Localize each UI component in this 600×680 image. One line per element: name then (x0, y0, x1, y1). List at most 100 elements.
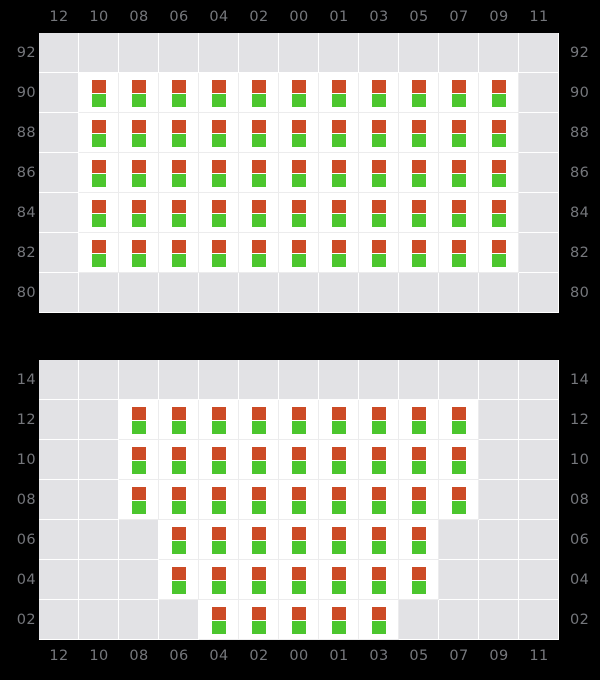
grid-cell-empty[interactable] (239, 273, 279, 313)
grid-cell-marked[interactable] (359, 440, 399, 480)
grid-cell-empty[interactable] (239, 33, 279, 73)
grid-cell-empty[interactable] (439, 360, 479, 400)
grid-cell-marked[interactable] (359, 600, 399, 640)
grid-cell-marked[interactable] (359, 73, 399, 113)
grid-cell-empty[interactable] (399, 33, 439, 73)
grid-cell-marked[interactable] (239, 400, 279, 440)
grid-cell-marked[interactable] (199, 440, 239, 480)
grid-cell-empty[interactable] (519, 273, 559, 313)
grid-cell-empty[interactable] (439, 600, 479, 640)
grid-cell-empty[interactable] (519, 400, 559, 440)
grid-cell-empty[interactable] (359, 33, 399, 73)
grid-cell-marked[interactable] (159, 113, 199, 153)
grid-cell-empty[interactable] (79, 560, 119, 600)
grid-cell-marked[interactable] (399, 233, 439, 273)
grid-cell-marked[interactable] (239, 480, 279, 520)
grid-cell-marked[interactable] (359, 193, 399, 233)
grid-cell-marked[interactable] (79, 73, 119, 113)
grid-cell-empty[interactable] (279, 33, 319, 73)
grid-cell-empty[interactable] (439, 33, 479, 73)
grid-cell-empty[interactable] (279, 360, 319, 400)
grid-cell-marked[interactable] (319, 113, 359, 153)
grid-cell-marked[interactable] (359, 233, 399, 273)
grid-cell-empty[interactable] (199, 273, 239, 313)
grid-cell-empty[interactable] (399, 600, 439, 640)
grid-cell-marked[interactable] (399, 113, 439, 153)
grid-cell-empty[interactable] (359, 273, 399, 313)
grid-cell-marked[interactable] (239, 233, 279, 273)
grid-cell-empty[interactable] (479, 560, 519, 600)
grid-cell-marked[interactable] (399, 73, 439, 113)
grid-cell-empty[interactable] (119, 360, 159, 400)
grid-cell-empty[interactable] (239, 360, 279, 400)
grid-cell-marked[interactable] (319, 400, 359, 440)
grid-cell-empty[interactable] (39, 560, 79, 600)
grid-cell-empty[interactable] (319, 360, 359, 400)
grid-cell-empty[interactable] (79, 480, 119, 520)
grid-cell-marked[interactable] (439, 73, 479, 113)
grid-cell-empty[interactable] (439, 520, 479, 560)
grid-cell-marked[interactable] (319, 153, 359, 193)
grid-cell-empty[interactable] (519, 520, 559, 560)
grid-cell-marked[interactable] (439, 480, 479, 520)
grid-cell-empty[interactable] (199, 33, 239, 73)
grid-cell-empty[interactable] (79, 33, 119, 73)
grid-cell-empty[interactable] (39, 153, 79, 193)
grid-cell-empty[interactable] (519, 360, 559, 400)
grid-cell-marked[interactable] (199, 153, 239, 193)
grid-cell-marked[interactable] (159, 153, 199, 193)
grid-cell-empty[interactable] (159, 33, 199, 73)
grid-cell-marked[interactable] (439, 233, 479, 273)
grid-cell-marked[interactable] (279, 400, 319, 440)
grid-cell-empty[interactable] (479, 273, 519, 313)
grid-cell-marked[interactable] (199, 233, 239, 273)
grid-cell-empty[interactable] (319, 33, 359, 73)
grid-cell-empty[interactable] (519, 480, 559, 520)
grid-cell-marked[interactable] (199, 113, 239, 153)
grid-cell-empty[interactable] (39, 480, 79, 520)
grid-cell-empty[interactable] (79, 440, 119, 480)
grid-cell-empty[interactable] (399, 360, 439, 400)
grid-cell-marked[interactable] (479, 233, 519, 273)
grid-cell-empty[interactable] (39, 440, 79, 480)
grid-cell-marked[interactable] (479, 153, 519, 193)
grid-cell-marked[interactable] (399, 480, 439, 520)
grid-cell-empty[interactable] (39, 360, 79, 400)
grid-cell-empty[interactable] (159, 273, 199, 313)
grid-cell-marked[interactable] (239, 73, 279, 113)
grid-cell-empty[interactable] (39, 273, 79, 313)
grid-cell-empty[interactable] (479, 520, 519, 560)
grid-cell-marked[interactable] (439, 193, 479, 233)
grid-cell-marked[interactable] (399, 440, 439, 480)
grid-cell-marked[interactable] (159, 400, 199, 440)
grid-cell-marked[interactable] (239, 520, 279, 560)
grid-cell-empty[interactable] (159, 360, 199, 400)
grid-cell-empty[interactable] (479, 600, 519, 640)
grid-cell-marked[interactable] (319, 440, 359, 480)
grid-cell-marked[interactable] (199, 560, 239, 600)
grid-cell-empty[interactable] (519, 560, 559, 600)
grid-cell-empty[interactable] (119, 273, 159, 313)
grid-cell-marked[interactable] (79, 113, 119, 153)
grid-cell-marked[interactable] (79, 193, 119, 233)
grid-cell-marked[interactable] (119, 193, 159, 233)
grid-cell-marked[interactable] (79, 233, 119, 273)
grid-cell-marked[interactable] (199, 480, 239, 520)
grid-cell-marked[interactable] (279, 480, 319, 520)
grid-cell-empty[interactable] (119, 520, 159, 560)
grid-cell-empty[interactable] (39, 600, 79, 640)
grid-cell-empty[interactable] (439, 560, 479, 600)
grid-cell-marked[interactable] (279, 560, 319, 600)
grid-cell-marked[interactable] (279, 73, 319, 113)
grid-cell-marked[interactable] (359, 520, 399, 560)
grid-cell-empty[interactable] (519, 73, 559, 113)
grid-cell-empty[interactable] (479, 440, 519, 480)
grid-cell-empty[interactable] (519, 193, 559, 233)
grid-cell-marked[interactable] (479, 193, 519, 233)
grid-cell-marked[interactable] (239, 600, 279, 640)
grid-cell-marked[interactable] (319, 73, 359, 113)
grid-cell-marked[interactable] (239, 113, 279, 153)
grid-cell-marked[interactable] (399, 520, 439, 560)
grid-cell-marked[interactable] (319, 193, 359, 233)
grid-cell-empty[interactable] (519, 153, 559, 193)
